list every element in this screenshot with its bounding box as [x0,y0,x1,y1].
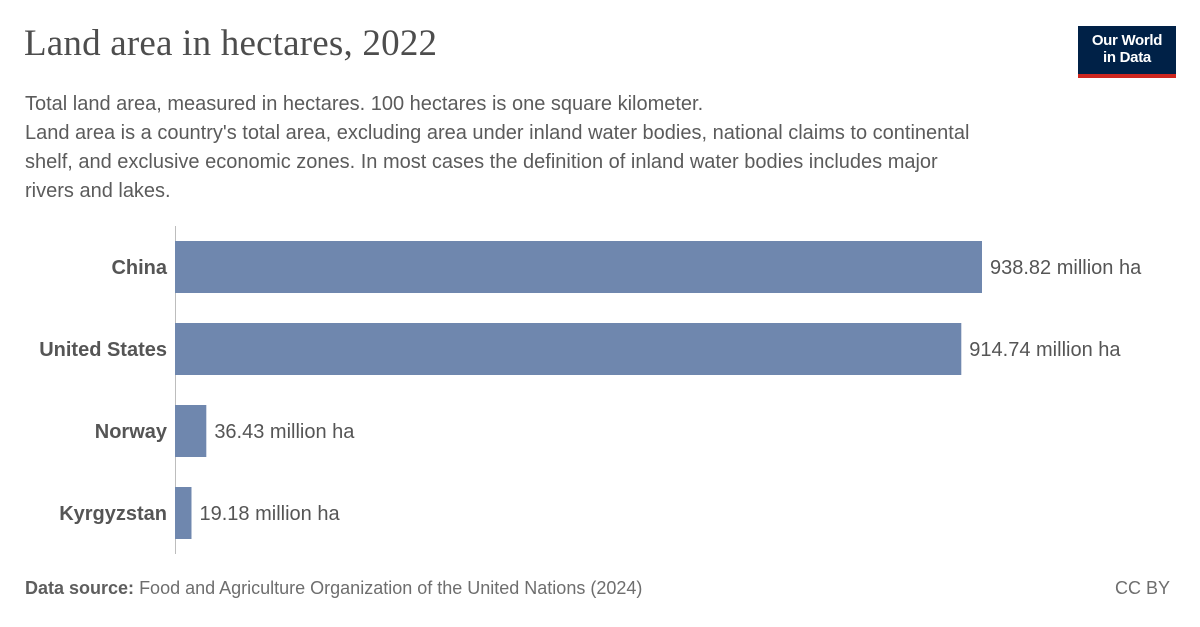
category-label: Kyrgyzstan [59,503,167,525]
logo-line-1: Our World [1091,32,1163,49]
category-label: Norway [95,421,168,443]
our-world-in-data-logo[interactable]: Our World in Data [1078,26,1176,78]
value-label: 19.18 million ha [199,503,340,525]
value-label: 36.43 million ha [214,421,355,443]
logo-line-2: in Data [1103,49,1151,66]
bars-group: China 938.82 million ha United States 914.7… [39,241,1142,539]
subtitle-line: rivers and lakes. [25,180,171,202]
category-label: China [111,257,167,279]
subtitle-line: Total land area, measured in hectares. 1… [25,93,704,115]
subtitle-line: shelf, and exclusive economic zones. In … [25,151,938,173]
bar[interactable] [175,405,207,457]
bar[interactable] [175,323,962,375]
chart-title: Land area in hectares, 2022 [24,23,438,64]
value-label: 938.82 million ha [990,257,1142,279]
chart-subtitle: Total land area, measured in hectares. 1… [25,90,1165,206]
bar[interactable] [175,487,192,539]
bar[interactable] [175,241,982,293]
value-label: 914.74 million ha [969,339,1121,361]
data-source: Data source: Food and Agriculture Organi… [25,578,642,599]
license-link[interactable]: CC BY [1114,578,1170,598]
category-label: United States [39,339,167,361]
data-source-text[interactable]: Food and Agriculture Organization of the… [139,578,643,598]
subtitle-line: Land area is a country's total area, exc… [25,122,970,144]
data-source-label: Data source: [25,578,135,598]
